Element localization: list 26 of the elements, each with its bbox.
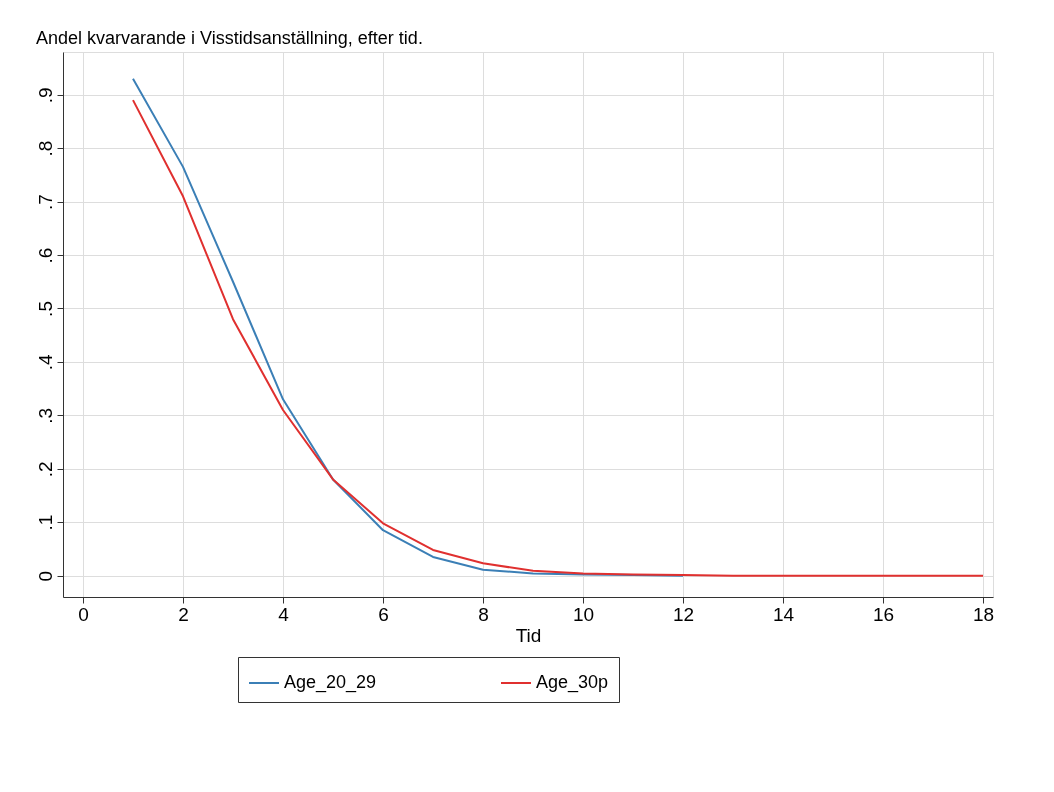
y-tick-label: .7 <box>34 194 56 211</box>
x-tick-label: 4 <box>278 603 290 625</box>
y-tick-label: .5 <box>34 301 56 317</box>
x-tick-label: 2 <box>178 603 189 625</box>
y-tick-label: .1 <box>34 514 56 531</box>
y-tick-label: .6 <box>34 247 56 264</box>
line-series <box>132 99 984 577</box>
x-tick-label: 10 <box>572 603 595 625</box>
x-tick-label: 0 <box>78 603 89 625</box>
line-series <box>132 77 684 577</box>
y-tick-label: .8 <box>34 140 56 157</box>
x-tick-label: 12 <box>672 603 695 625</box>
x-tick-label: 18 <box>972 603 995 625</box>
y-tick-label: .4 <box>34 354 56 371</box>
legend-label: Age_30p <box>536 672 609 693</box>
x-axis-title: Tid <box>515 624 542 646</box>
x-tick-label: 16 <box>872 603 895 625</box>
y-tick-label: .9 <box>34 87 56 104</box>
x-tick-label: 6 <box>378 603 389 625</box>
x-tick-label: 14 <box>772 603 795 625</box>
y-tick-label: 0 <box>34 570 56 582</box>
legend-label: Age_20_29 <box>284 672 377 693</box>
y-tick-label: .2 <box>34 461 56 478</box>
y-tick-label: .3 <box>34 407 56 424</box>
x-tick-label: 8 <box>478 603 489 625</box>
chart-title: Andel kvarvarande i Visstidsanställning, efter tid. <box>36 28 423 48</box>
